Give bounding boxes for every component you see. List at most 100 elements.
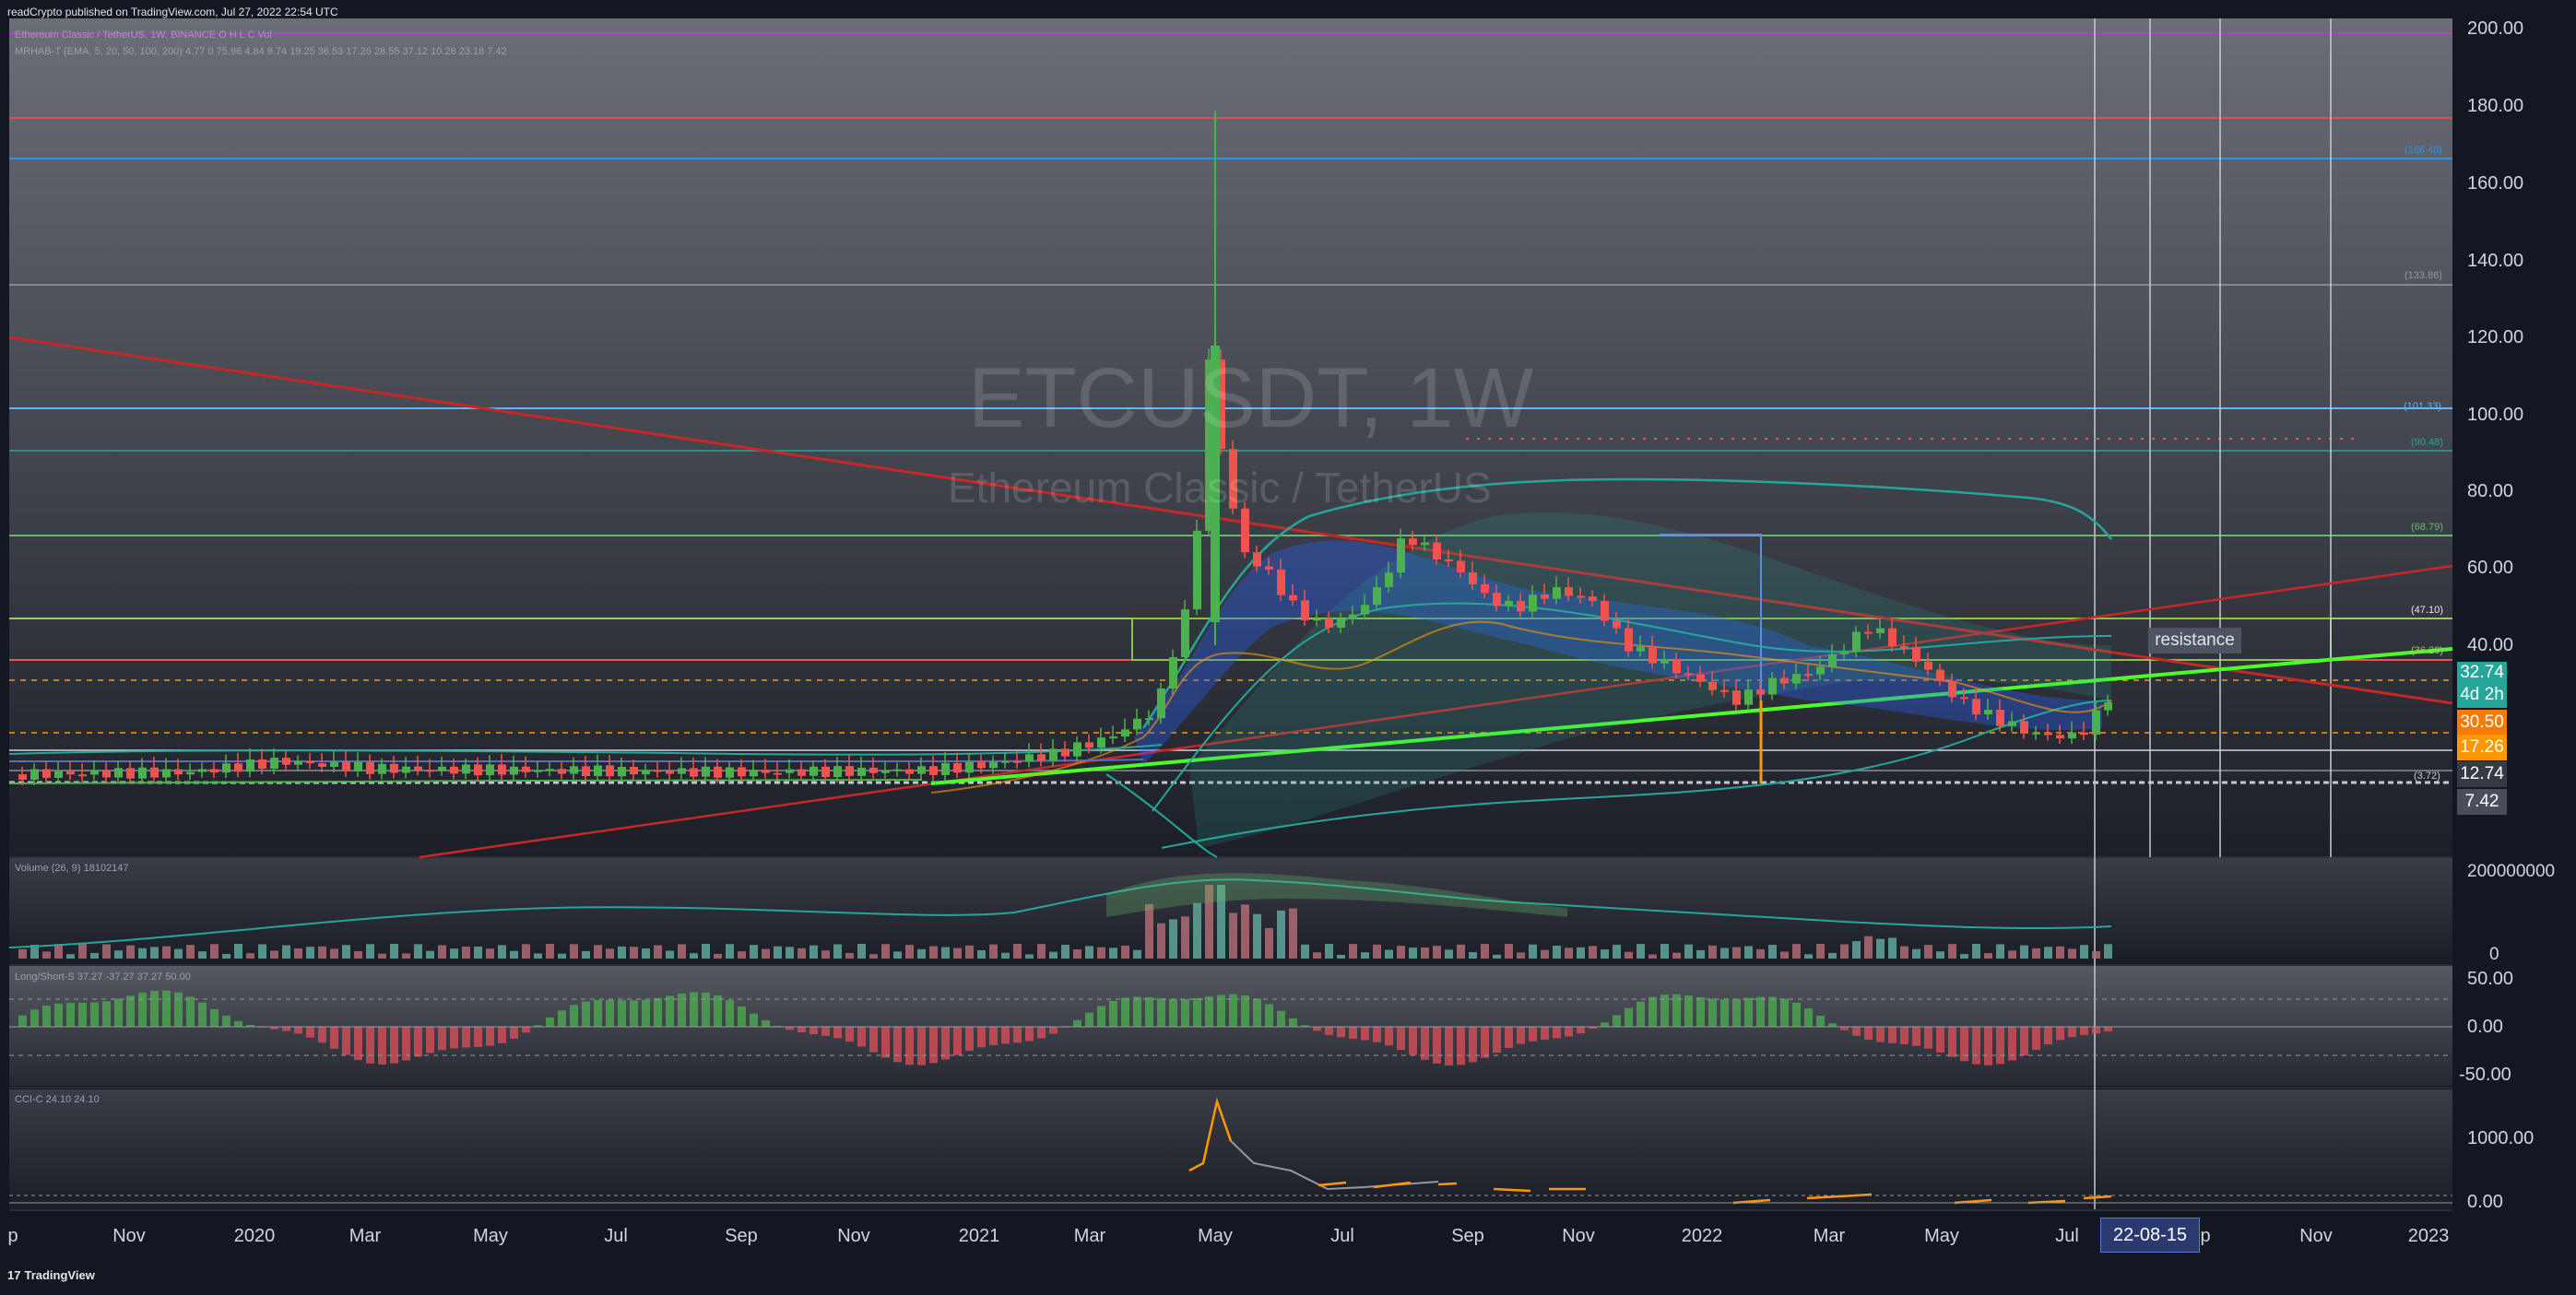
candle-body (306, 761, 314, 764)
candle-body (1217, 359, 1225, 450)
longshort-bar (654, 997, 662, 1027)
candle-body (294, 761, 302, 765)
level-label: (47.10) (2411, 605, 2443, 616)
volume-bar (2080, 945, 2088, 959)
volume-bar (1768, 945, 1777, 959)
time-label: Sep (725, 1226, 758, 1246)
volume-bar (1373, 944, 1381, 959)
volume-bar (546, 944, 554, 959)
volume-legend[interactable]: Volume (26, 9) 18102147 (15, 863, 129, 874)
candle-body (1193, 530, 1201, 610)
candle-body (1211, 346, 1220, 622)
longshort-bar (426, 1027, 434, 1054)
cci-axis-label: 1000.00 (2467, 1128, 2535, 1148)
cci-pane[interactable] (9, 1089, 2452, 1209)
candle-body (1565, 587, 1573, 596)
cci-legend[interactable]: CCI-C 24.10 24.10 (15, 1094, 100, 1105)
candle-body (1169, 656, 1177, 689)
volume-bar (402, 953, 410, 959)
longshort-bar (762, 1019, 770, 1027)
longshort-bar (534, 1025, 542, 1027)
longshort-bar (1445, 1027, 1453, 1065)
longshort-bars[interactable] (18, 990, 2112, 1065)
longshort-bar (78, 1002, 87, 1027)
longshort-bar (90, 1002, 99, 1027)
longshort-bar (594, 999, 602, 1027)
longshort-bar (210, 1008, 219, 1027)
volume-bar (594, 945, 602, 959)
longshort-axis-label: -50.00 (2459, 1065, 2511, 1085)
vertical-lines[interactable] (2094, 18, 2332, 1209)
candle-body (1888, 628, 1897, 647)
longshort-bar (917, 1027, 926, 1065)
downtrend-line[interactable] (8, 336, 2453, 705)
volume-bar (210, 944, 219, 959)
uptrend-line-red[interactable] (419, 564, 2453, 859)
candle-body (833, 766, 842, 778)
price-candles[interactable] (18, 111, 2112, 785)
longshort-bar (1816, 1015, 1825, 1027)
candle-body (1205, 359, 1213, 531)
candle-body (498, 764, 506, 775)
candle-body (965, 761, 974, 773)
volume-bar (162, 946, 171, 959)
longshort-bar (1960, 1027, 1968, 1062)
candle-body (258, 759, 266, 770)
volume-axis-label: 200000000 (2467, 862, 2556, 881)
longshort-bar (282, 1027, 290, 1031)
longshort-bar (582, 1001, 590, 1027)
resistance-label[interactable]: resistance (2148, 628, 2241, 653)
longshort-bar (42, 1006, 51, 1027)
symbol-legend[interactable]: Ethereum Classic / TetherUS, 1W, BINANCE… (15, 29, 272, 41)
longshort-legend[interactable]: Long/Short-S 37.27 -37.27 37.27 50.00 (15, 971, 191, 983)
candle-body (1085, 742, 1093, 748)
candle-body (1660, 659, 1669, 664)
volume-bar (1037, 944, 1046, 959)
volume-bar (1241, 904, 1249, 959)
longshort-bar (2104, 1027, 2112, 1032)
time-label: Sep (1451, 1226, 1484, 1246)
longshort-bar (1373, 1027, 1381, 1042)
longshort-bar (1577, 1027, 1585, 1034)
longshort-bar (606, 999, 614, 1027)
volume-bar (1361, 952, 1369, 959)
volume-bar (1085, 946, 1093, 959)
volume-bar (941, 947, 950, 959)
volume-bar (1780, 951, 1789, 959)
candle-body (282, 758, 290, 765)
bar-countdown: 4d 2h (2460, 685, 2504, 704)
candle-body (54, 771, 63, 778)
longshort-bar (2008, 1027, 2016, 1061)
candle-body (989, 761, 998, 769)
candle-body (1756, 689, 1765, 695)
candle-body (678, 768, 686, 774)
volume-bar (1205, 885, 1213, 959)
longshort-bar (510, 1027, 518, 1040)
candle-body (1061, 748, 1069, 757)
support-line[interactable] (930, 647, 2453, 785)
longshort-bar (1984, 1027, 1992, 1065)
symbol-watermark: ETCUSDT, 1W (968, 351, 1534, 445)
longshort-bar (929, 1027, 938, 1064)
volume-bar (1457, 944, 1465, 959)
volume-bar (905, 945, 914, 959)
longshort-bar (162, 990, 171, 1027)
longshort-bar (546, 1017, 554, 1027)
volume-bar (138, 948, 147, 959)
candle-body (618, 766, 626, 777)
volume-bar (150, 947, 159, 959)
candle-body (774, 772, 782, 775)
volume-bar (1001, 952, 1010, 959)
volume-bar (1421, 947, 1429, 959)
longshort-bar (1169, 999, 1177, 1027)
candle-body (270, 758, 278, 770)
volume-bar (1684, 944, 1693, 959)
candle-body (893, 769, 902, 771)
volume-bars[interactable] (18, 885, 2112, 959)
candle-body (1145, 718, 1153, 721)
volume-bar (1157, 923, 1165, 959)
indicator-legend[interactable]: MRHAB-T (EMA, 5, 20, 50, 100, 200) 4.77 … (15, 46, 507, 57)
tradingview-logo[interactable]: 17 TradingView (7, 1268, 99, 1282)
time-label: Jul (1330, 1226, 1354, 1246)
